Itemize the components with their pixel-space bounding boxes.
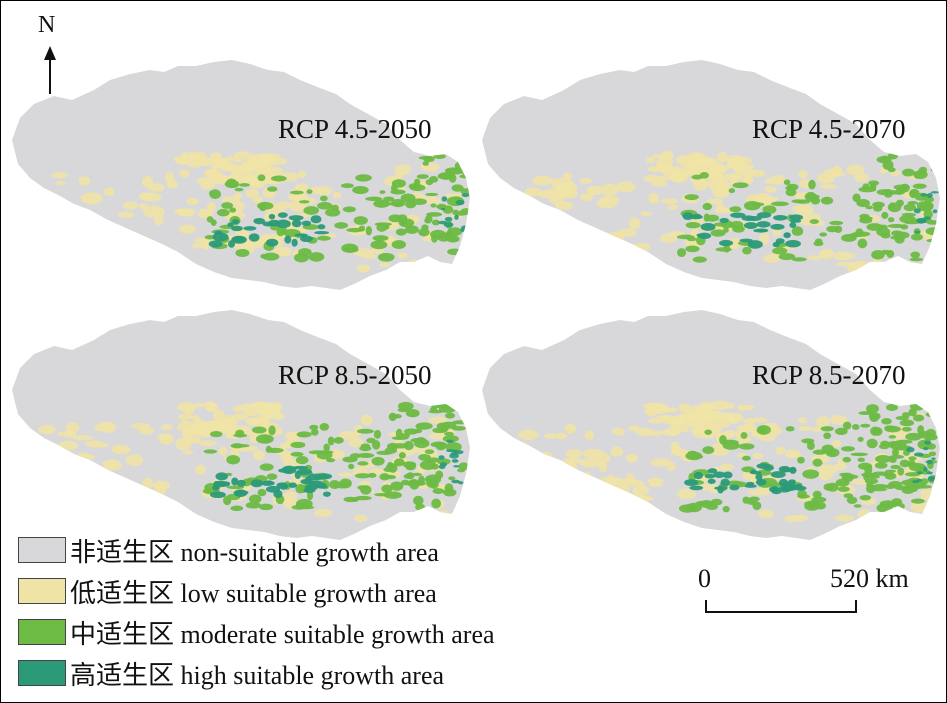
scale-start-label: 0 xyxy=(698,564,711,593)
legend-item-high-suitable: 高适生区 high suitable growth area xyxy=(18,656,444,690)
legend-label: 高适生区 high suitable growth area xyxy=(70,660,445,690)
panel-title-rcp45-2050: RCP 4.5-2050 xyxy=(278,114,432,144)
legend-item-low-suitable: 低适生区 low suitable growth area xyxy=(18,574,437,608)
panel-title-rcp45-2070: RCP 4.5-2070 xyxy=(752,114,906,144)
region-map-4 xyxy=(482,310,940,540)
legend-item-moderate-suitable: 中适生区 moderate suitable growth area xyxy=(18,615,495,649)
panel-title-rcp85-2050: RCP 8.5-2050 xyxy=(278,360,432,390)
region-map-3 xyxy=(12,310,470,540)
legend-label: 低适生区 low suitable growth area xyxy=(70,578,437,608)
scale-end-label: 520 km xyxy=(830,564,909,593)
north-label: N xyxy=(38,12,56,38)
suitability-zones xyxy=(33,151,470,273)
legend-swatch xyxy=(18,578,66,604)
legend-label: 非适生区 non-suitable growth area xyxy=(70,537,439,567)
panel-title-rcp85-2070: RCP 8.5-2070 xyxy=(752,360,906,390)
legend-swatch xyxy=(18,537,66,563)
region-map-1 xyxy=(12,60,470,290)
legend-item-non-suitable: 非适生区 non-suitable growth area xyxy=(18,533,439,567)
scale-bar-line xyxy=(705,600,857,613)
scale-bar: 0 520 km xyxy=(690,564,930,624)
non-suitable-area xyxy=(12,310,470,540)
suitability-zones xyxy=(507,400,940,523)
region-map-2 xyxy=(482,60,940,290)
north-arrow-icon xyxy=(44,46,56,94)
legend-label: 中适生区 moderate suitable growth area xyxy=(70,619,495,649)
legend-swatch xyxy=(18,619,66,645)
legend-swatch xyxy=(18,660,66,686)
